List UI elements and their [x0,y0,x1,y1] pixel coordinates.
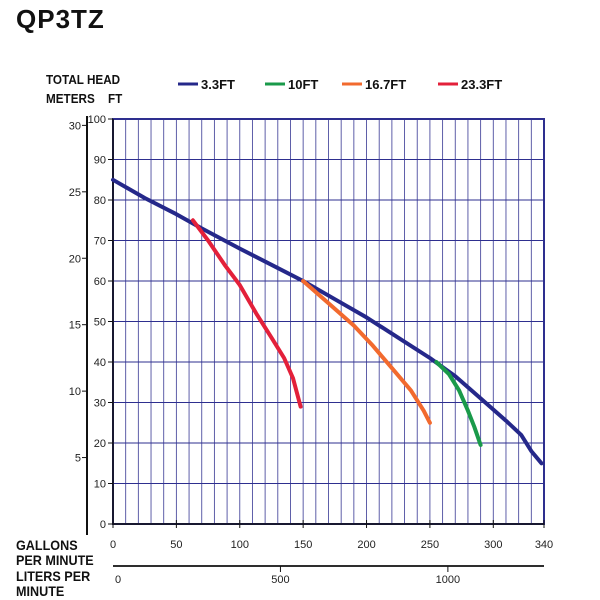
legend-label: 3.3FT [201,77,235,92]
x-tick-label: 150 [294,539,312,551]
meters-tick-label: 25 [69,187,81,199]
x-axis-label-gpm: GALLONS PER MINUTE [16,537,94,568]
x-tick-label: 0 [110,539,116,551]
y-tick-label: 0 [100,519,106,531]
y-tick-label: 50 [94,317,106,329]
y-tick-label: 30 [94,398,106,410]
x-tick-label: 100 [231,539,249,551]
meters-tick-label: 20 [69,253,81,265]
x-tick-label: 300 [484,539,502,551]
series-line-16-7ft [301,279,432,425]
x-tick-label: 250 [421,539,439,551]
x-tick-label: 340 [535,539,553,551]
meters-tick-label: 15 [69,320,81,332]
y-axis-label: TOTAL HEAD [46,72,121,87]
y-axis-unit-meters: METERS [46,91,95,106]
x-tick-label: 50 [170,539,182,551]
liters-tick-label: 0 [115,574,121,586]
meters-tick-label: 10 [69,386,81,398]
series-line-10ft [434,360,483,447]
y-tick-label: 80 [94,195,106,207]
liters-tick-label: 1000 [436,574,460,586]
chart-title: QP3TZ [16,4,105,34]
y-tick-label: 100 [88,114,106,126]
y-tick-label: 70 [94,236,106,248]
legend-label: 10FT [288,77,318,92]
x-tick-label: 200 [357,539,375,551]
liters-tick-label: 500 [271,574,289,586]
y-tick-label: 10 [94,479,106,491]
legend-label: 23.3FT [461,77,502,92]
legend-label: 16.7FT [365,77,406,92]
y-tick-label: 40 [94,357,106,369]
y-axis-unit-feet: FT [108,91,123,106]
meters-tick-label: 30 [69,120,81,132]
x-axis-label-lpm: LITERS PER MINUTE [16,568,91,599]
y-tick-label: 60 [94,276,106,288]
meters-tick-label: 5 [75,453,81,465]
y-tick-label: 90 [94,155,106,167]
y-tick-label: 20 [94,438,106,450]
series-line-23-3ft [190,218,303,409]
